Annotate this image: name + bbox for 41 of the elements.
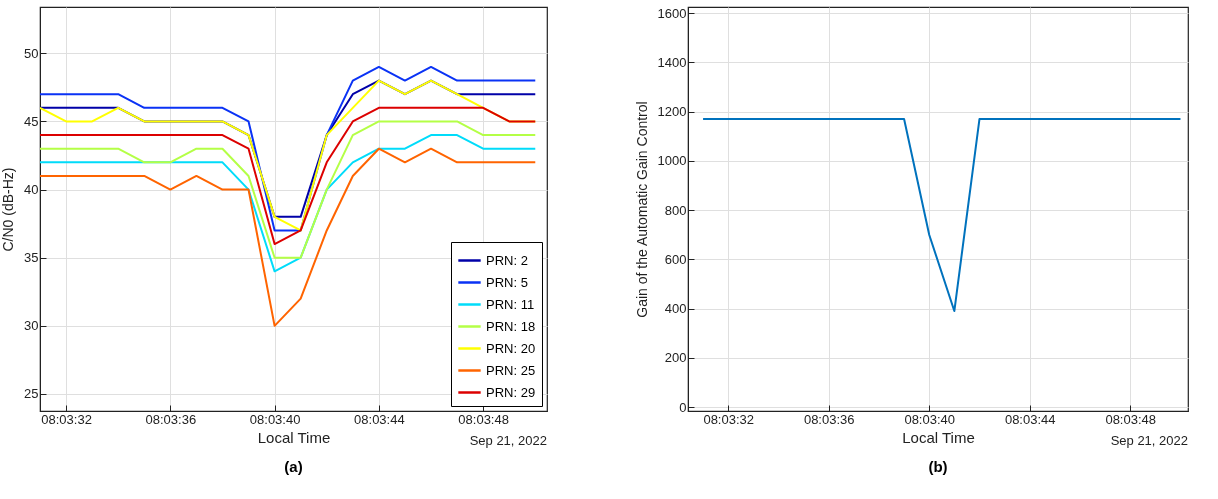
y-tick-label: 50 [24,45,39,61]
text: (b) [928,458,948,475]
legend-label: PRN: 20 [486,340,536,356]
x-tick-label: 08:03:44 [354,411,405,427]
x-tick-label: 08:03:32 [41,411,92,427]
y-tick-label: 0 [679,399,687,415]
x-tick-label: 08:03:36 [803,411,855,427]
x-tick-label: 08:03:44 [1004,411,1056,427]
y-tick-label: 45 [24,113,39,129]
x-tick-label: 08:03:40 [904,411,956,427]
y-tick-label: 1400 [657,54,687,70]
line-series [40,106,537,246]
y-tick-label: 1000 [657,153,687,169]
y-tick-label: 800 [664,202,687,218]
legend-label: PRN: 2 [486,252,528,268]
legend-label: PRN: 11 [486,296,535,312]
x-axis-title: Local Time [257,428,331,446]
text: (a) [284,458,303,475]
legend-label: PRN: 18 [486,318,536,334]
x-tick-label: 08:03:48 [458,411,509,427]
y-axis-title: C/N0 (dB-Hz) [0,167,17,252]
y-tick-label: 1200 [657,104,687,120]
y-tick-label: 200 [664,350,687,366]
y-tick-label: 40 [24,182,39,198]
text: Sep 21, 2022 [1110,433,1188,448]
y-tick-label: 600 [664,251,687,267]
y-tick-label: 1600 [657,5,687,21]
x-tick-label: 08:03:48 [1105,411,1157,427]
legend-label: PRN: 25 [486,362,536,378]
y-tick-label: 30 [24,318,39,334]
y-tick-label: 35 [24,250,39,266]
y-tick-label: 25 [24,386,39,402]
legend-label: PRN: 29 [486,384,536,400]
x-tick-label: 08:03:40 [249,411,301,427]
x-tick-label: 08:03:36 [145,411,197,427]
y-axis-title: Gain of the Automatic Gain Control [633,101,650,318]
x-tick-label: 08:03:32 [703,411,755,427]
legend-label: PRN: 5 [486,274,528,290]
text: Sep 21, 2022 [469,433,547,448]
x-axis-title: Local Time [902,428,975,446]
y-tick-label: 400 [664,301,687,317]
